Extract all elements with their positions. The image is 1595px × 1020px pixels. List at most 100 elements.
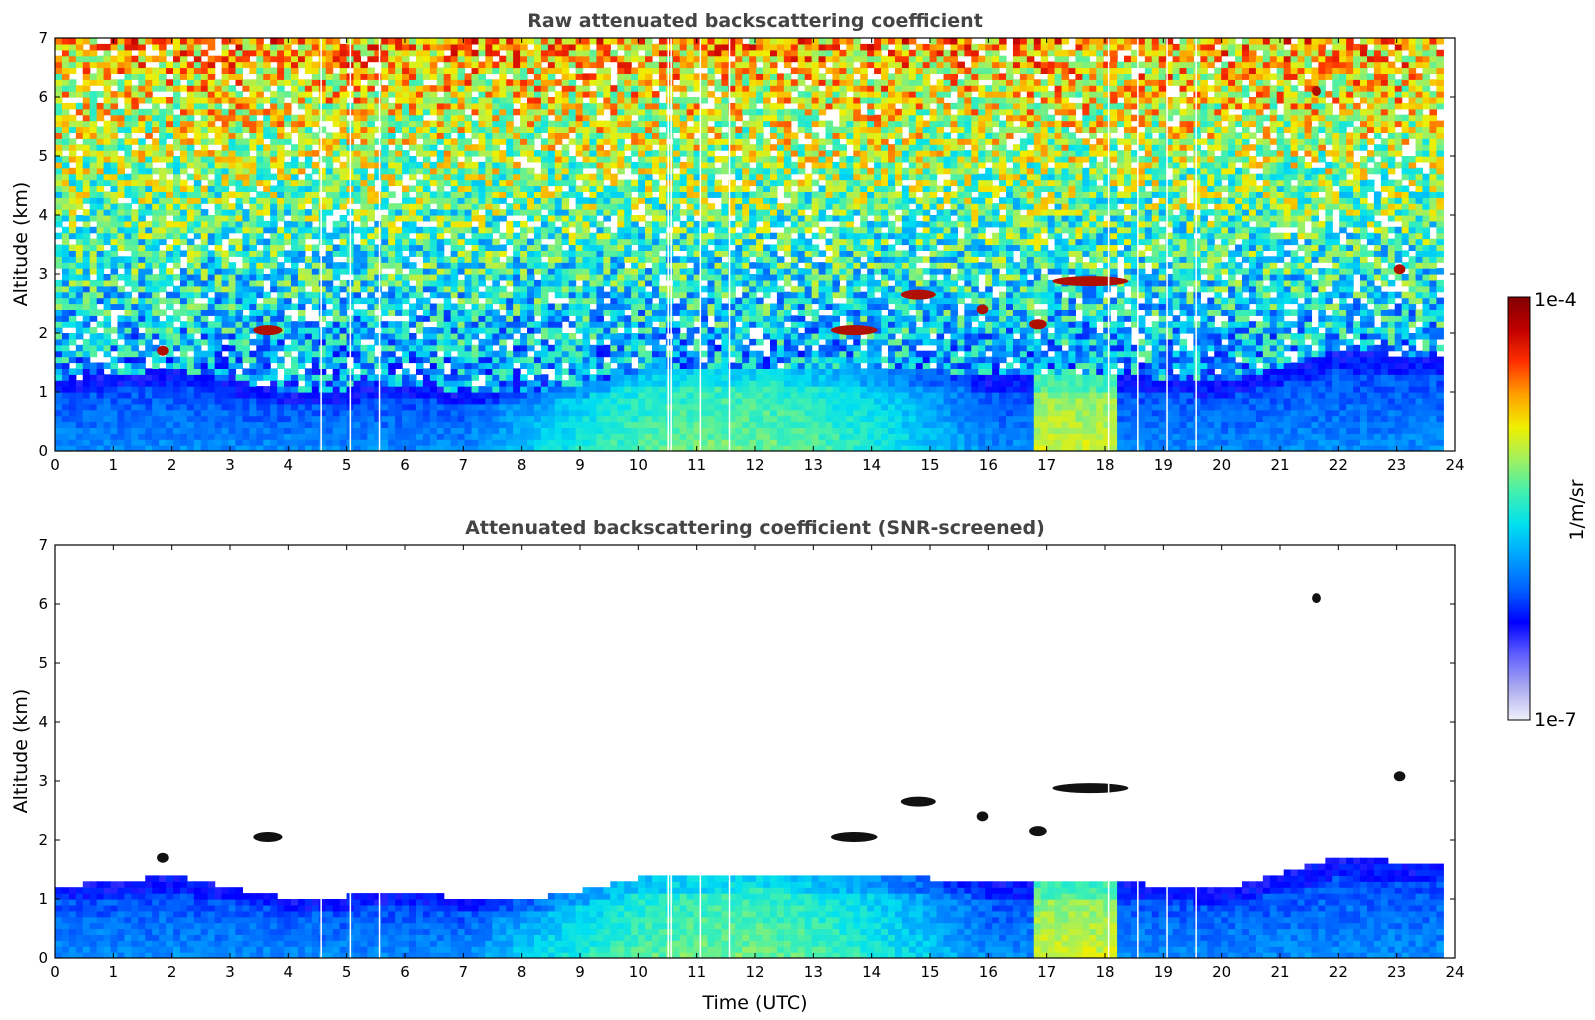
heatmap-cell bbox=[55, 338, 63, 346]
heatmap-cell bbox=[374, 356, 382, 364]
heatmap-cell bbox=[68, 203, 77, 210]
heatmap-cell bbox=[561, 173, 570, 181]
heatmap-cell bbox=[520, 232, 528, 240]
heatmap-cell bbox=[575, 114, 584, 122]
heatmap-cell bbox=[103, 97, 112, 104]
heatmap-cell bbox=[291, 321, 299, 328]
heatmap-cell bbox=[166, 150, 174, 157]
heatmap-cell bbox=[110, 421, 119, 428]
heatmap-cell bbox=[395, 173, 403, 181]
heatmap-cell bbox=[388, 55, 396, 63]
heatmap-cell bbox=[138, 97, 146, 104]
heatmap-cell bbox=[540, 49, 549, 57]
heatmap-cell bbox=[429, 285, 438, 293]
heatmap-cell bbox=[554, 250, 563, 257]
heatmap-cell bbox=[256, 303, 264, 310]
heatmap-cell bbox=[110, 232, 119, 240]
heatmap-cell bbox=[117, 321, 126, 328]
heatmap-cell bbox=[249, 185, 257, 192]
heatmap-cell bbox=[152, 203, 160, 210]
heatmap-cell bbox=[138, 55, 146, 63]
heatmap-cell bbox=[527, 203, 535, 210]
heatmap-cell bbox=[61, 291, 70, 299]
heatmap-cell bbox=[297, 403, 306, 411]
heatmap-cell bbox=[367, 185, 375, 192]
heatmap-cell bbox=[402, 321, 410, 328]
heatmap-cell bbox=[409, 427, 417, 434]
heatmap-cell bbox=[471, 285, 480, 293]
heatmap-cell bbox=[575, 439, 584, 446]
heatmap-cell bbox=[89, 138, 98, 145]
heatmap-cell bbox=[443, 120, 452, 128]
heatmap-cell bbox=[582, 279, 591, 287]
heatmap-cell bbox=[152, 362, 160, 369]
heatmap-cell bbox=[221, 144, 230, 151]
heatmap-cell bbox=[422, 380, 431, 387]
heatmap-cell bbox=[374, 274, 382, 281]
heatmap-cell bbox=[520, 226, 528, 234]
heatmap-cell bbox=[374, 73, 382, 80]
heatmap-cell bbox=[179, 439, 188, 446]
heatmap-cell bbox=[55, 61, 63, 69]
heatmap-cell bbox=[554, 167, 563, 175]
heatmap-cell bbox=[332, 262, 341, 269]
heatmap-cell bbox=[131, 209, 139, 216]
heatmap-cell bbox=[422, 238, 431, 246]
heatmap-cell bbox=[436, 279, 445, 287]
heatmap-cell bbox=[263, 309, 271, 316]
heatmap-cell bbox=[374, 392, 382, 399]
heatmap-cell bbox=[471, 262, 480, 269]
heatmap-cell bbox=[554, 315, 563, 322]
heatmap-cell bbox=[138, 156, 146, 163]
heatmap-cell bbox=[533, 156, 542, 163]
heatmap-cell bbox=[82, 108, 91, 116]
heatmap-cell bbox=[506, 173, 514, 181]
heatmap-cell bbox=[402, 61, 410, 69]
heatmap-cell bbox=[311, 333, 320, 340]
heatmap-cell bbox=[513, 191, 521, 198]
heatmap-cell bbox=[554, 173, 563, 181]
heatmap-cell bbox=[485, 61, 493, 69]
heatmap-cell bbox=[540, 297, 549, 305]
heatmap-cell bbox=[263, 79, 271, 86]
heatmap-cell bbox=[193, 321, 202, 328]
heatmap-cell bbox=[193, 79, 202, 86]
heatmap-cell bbox=[61, 197, 70, 204]
heatmap-cell bbox=[575, 321, 584, 328]
heatmap-cell bbox=[568, 268, 577, 275]
heatmap-cell bbox=[436, 315, 445, 322]
heatmap-cell bbox=[318, 421, 327, 428]
heatmap-cell bbox=[422, 415, 431, 423]
heatmap-cell bbox=[422, 209, 431, 216]
heatmap-cell bbox=[55, 203, 63, 210]
heatmap-cell bbox=[603, 445, 611, 451]
heatmap-cell bbox=[499, 67, 507, 74]
heatmap-cell bbox=[186, 79, 195, 86]
heatmap-cell bbox=[478, 144, 486, 151]
heatmap-cell bbox=[61, 114, 70, 122]
heatmap-cell bbox=[318, 403, 327, 411]
heatmap-cell bbox=[179, 338, 188, 346]
heatmap-cell bbox=[527, 209, 535, 216]
heatmap-cell bbox=[554, 55, 563, 63]
heatmap-cell bbox=[318, 108, 327, 116]
heatmap-cell bbox=[464, 238, 473, 246]
heatmap-cell bbox=[68, 197, 77, 204]
heatmap-cell bbox=[214, 368, 223, 375]
heatmap-cell bbox=[318, 38, 327, 45]
heatmap-cell bbox=[249, 167, 257, 175]
heatmap-cell bbox=[145, 403, 153, 411]
heatmap-cell bbox=[388, 386, 396, 393]
heatmap-cell bbox=[533, 197, 542, 204]
heatmap-cell bbox=[409, 315, 417, 322]
heatmap-cell bbox=[75, 108, 84, 116]
heatmap-cell bbox=[568, 403, 577, 411]
heatmap-cell bbox=[395, 374, 403, 381]
heatmap-cell bbox=[339, 338, 348, 346]
heatmap-cell bbox=[402, 356, 410, 364]
heatmap-cell bbox=[485, 191, 493, 198]
heatmap-cell bbox=[457, 61, 466, 69]
heatmap-cell bbox=[61, 427, 70, 434]
heatmap-cell bbox=[582, 126, 591, 133]
heatmap-cell bbox=[68, 397, 77, 405]
